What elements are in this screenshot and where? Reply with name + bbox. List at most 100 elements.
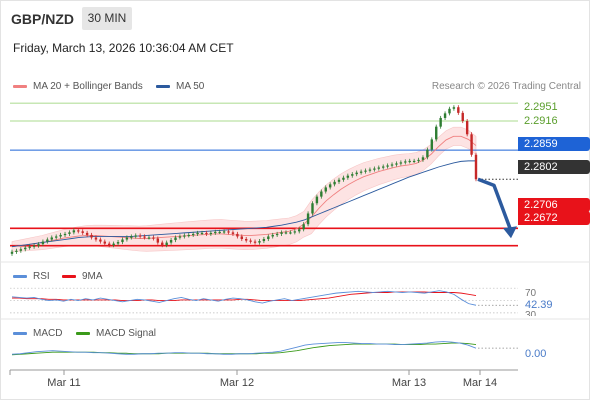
candle-body xyxy=(77,230,80,232)
candle-body xyxy=(218,231,221,234)
candle-body xyxy=(81,231,84,233)
candle-body xyxy=(368,169,372,171)
candle-body xyxy=(302,224,305,230)
candle-body xyxy=(130,236,133,238)
macd-signal-label: MACD Signal xyxy=(96,328,157,339)
candle-body xyxy=(412,160,416,163)
candle-body xyxy=(116,242,120,244)
macd-signal-swatch xyxy=(76,331,90,335)
candle-body xyxy=(134,235,137,237)
candle-body xyxy=(461,112,464,122)
candle-body xyxy=(271,234,274,237)
candle-body xyxy=(267,236,270,240)
x-tick-label: Mar 13 xyxy=(391,377,427,389)
candle-body xyxy=(258,241,261,243)
candle-body xyxy=(121,239,124,243)
candle-body xyxy=(333,181,336,185)
candle-body xyxy=(41,241,45,245)
candle-body xyxy=(191,233,195,236)
legend-macd: MACD xyxy=(13,328,62,339)
candle-body xyxy=(306,213,310,225)
candle-body xyxy=(311,203,314,214)
candle-body xyxy=(245,239,248,241)
candle-body xyxy=(474,154,478,180)
bollinger-band-area xyxy=(11,126,477,253)
macd-signal-line xyxy=(11,342,477,356)
candle-body xyxy=(373,168,376,170)
candle-body xyxy=(457,107,460,113)
ma50-line xyxy=(11,160,476,248)
candle-body xyxy=(94,237,98,240)
candle-body xyxy=(54,236,58,238)
projection-path xyxy=(477,177,512,229)
candle-body xyxy=(337,179,341,182)
candle-body xyxy=(417,159,420,162)
candle-body xyxy=(284,232,288,234)
candle-body xyxy=(19,249,23,251)
candle-body xyxy=(408,160,411,163)
candle-body xyxy=(68,232,71,234)
legend-ma20: MA 20 + Bollinger Bands xyxy=(13,81,143,92)
rsi-line xyxy=(11,290,477,306)
ma20-swatch xyxy=(13,84,27,88)
candle-body xyxy=(324,187,327,192)
candle-body xyxy=(72,230,76,233)
candle-body xyxy=(443,113,447,118)
macd-swatch xyxy=(13,331,27,335)
candle-body xyxy=(359,171,363,173)
candle-body xyxy=(165,242,168,246)
candle-body xyxy=(200,232,204,235)
rsi-ma-label: 9MA xyxy=(82,271,103,282)
candle-body xyxy=(99,239,102,242)
candle-body xyxy=(435,126,438,140)
x-tick-label: Mar 12 xyxy=(219,377,255,389)
legend-ma50: MA 50 xyxy=(156,81,204,92)
candle-body xyxy=(470,134,473,155)
macd-label: MACD xyxy=(33,328,63,339)
key-levels xyxy=(10,102,518,247)
candle-body xyxy=(253,241,257,243)
pivot-label: 2.2859 xyxy=(518,137,590,151)
candle-body xyxy=(395,163,398,165)
candle-body xyxy=(315,196,319,204)
ma50-label: MA 50 xyxy=(176,81,205,92)
rsi-label: RSI xyxy=(33,271,50,282)
rsi-oversold-label: 30 xyxy=(525,310,537,316)
x-tick-label: Mar 14 xyxy=(462,377,498,389)
resistance-1-label: 2.2916 xyxy=(524,115,558,127)
credit-text: Research © 2026 Trading Central xyxy=(431,81,581,92)
candle-body xyxy=(426,149,429,158)
candle-body xyxy=(448,108,451,114)
candle-body xyxy=(399,162,403,164)
candle-body xyxy=(209,232,213,235)
candle-body xyxy=(421,157,425,160)
candle-body xyxy=(196,232,199,235)
candle-body xyxy=(183,235,186,237)
symbol-title: GBP/NZD xyxy=(11,11,74,27)
support-2-label: 2.2672 xyxy=(518,211,590,225)
ma20-label: MA 20 + Bollinger Bands xyxy=(33,81,143,92)
candle-body xyxy=(404,161,407,163)
macd-line xyxy=(11,341,477,355)
candle-body xyxy=(161,242,164,246)
candle-body xyxy=(231,232,235,234)
candle-body xyxy=(205,232,208,235)
candle-body xyxy=(430,139,434,150)
candle-body xyxy=(156,238,160,243)
candle-body xyxy=(178,236,182,238)
candle-body xyxy=(169,240,173,243)
candle-body xyxy=(275,233,279,236)
candlesticks xyxy=(10,105,478,256)
legend-macd-signal: MACD Signal xyxy=(76,328,156,339)
candle-body xyxy=(90,234,93,238)
candle-body xyxy=(112,243,115,246)
interval-button[interactable]: 30 MIN xyxy=(82,7,132,30)
candle-body xyxy=(293,231,297,233)
candle-body xyxy=(240,236,243,240)
x-axis-ticks xyxy=(9,370,481,375)
timestamp: Friday, March 13, 2026 10:36:04 AM CET xyxy=(13,41,234,55)
moving-averages xyxy=(11,135,477,248)
candle-body xyxy=(289,232,292,234)
candle-body xyxy=(63,233,67,236)
